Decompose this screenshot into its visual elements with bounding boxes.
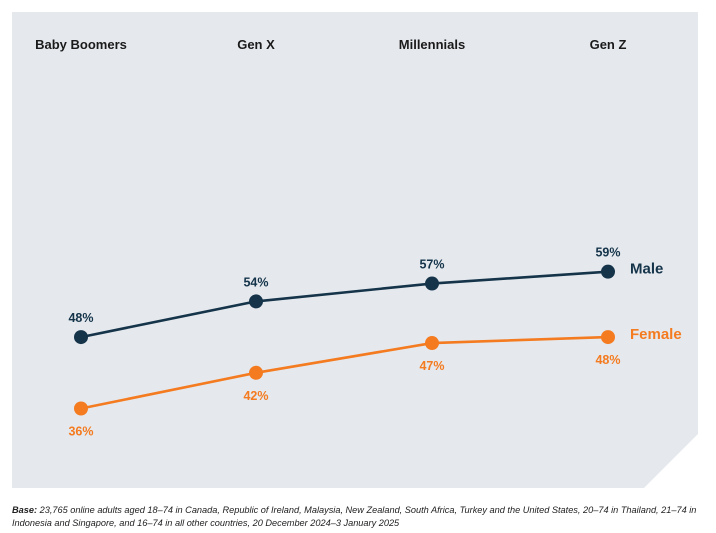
male-series-name-label: Male xyxy=(630,261,663,278)
male-value-label-baby-boomers: 48% xyxy=(68,311,93,325)
category-label-gen-z: Gen Z xyxy=(590,37,627,52)
chart-panel: Baby Boomers Gen X Millennials Gen Z 48% 54% 5… xyxy=(12,12,698,488)
female-point-millennials xyxy=(425,336,439,351)
female-point-gen-z xyxy=(601,330,615,345)
female-series-line xyxy=(80,335,609,410)
footnote-label: Base: xyxy=(12,505,38,515)
category-label-baby-boomers: Baby Boomers xyxy=(35,37,127,52)
female-series-name-label: Female xyxy=(630,326,682,343)
male-point-baby-boomers xyxy=(74,330,88,345)
footnote: Base: 23,765 online adults aged 18–74 in… xyxy=(12,504,702,530)
male-series-line xyxy=(80,270,609,339)
category-label-millennials: Millennials xyxy=(399,37,465,52)
male-value-label-millennials: 57% xyxy=(419,258,444,272)
female-value-label-baby-boomers: 36% xyxy=(68,425,93,439)
female-value-label-gen-z: 48% xyxy=(595,353,620,367)
female-value-label-gen-x: 42% xyxy=(243,389,268,403)
line-chart: Baby Boomers Gen X Millennials Gen Z 48% 54% 5… xyxy=(12,12,698,488)
male-value-label-gen-z: 59% xyxy=(595,246,620,260)
footnote-text: 23,765 online adults aged 18–74 in Canad… xyxy=(12,505,697,528)
male-point-gen-x xyxy=(249,294,263,309)
category-label-gen-x: Gen X xyxy=(237,37,275,52)
male-point-gen-z xyxy=(601,264,615,279)
chart-background xyxy=(12,12,698,488)
male-value-label-gen-x: 54% xyxy=(243,275,268,289)
female-point-baby-boomers xyxy=(74,401,88,416)
male-point-millennials xyxy=(425,276,439,291)
female-point-gen-x xyxy=(249,365,263,380)
female-value-label-millennials: 47% xyxy=(419,359,444,373)
